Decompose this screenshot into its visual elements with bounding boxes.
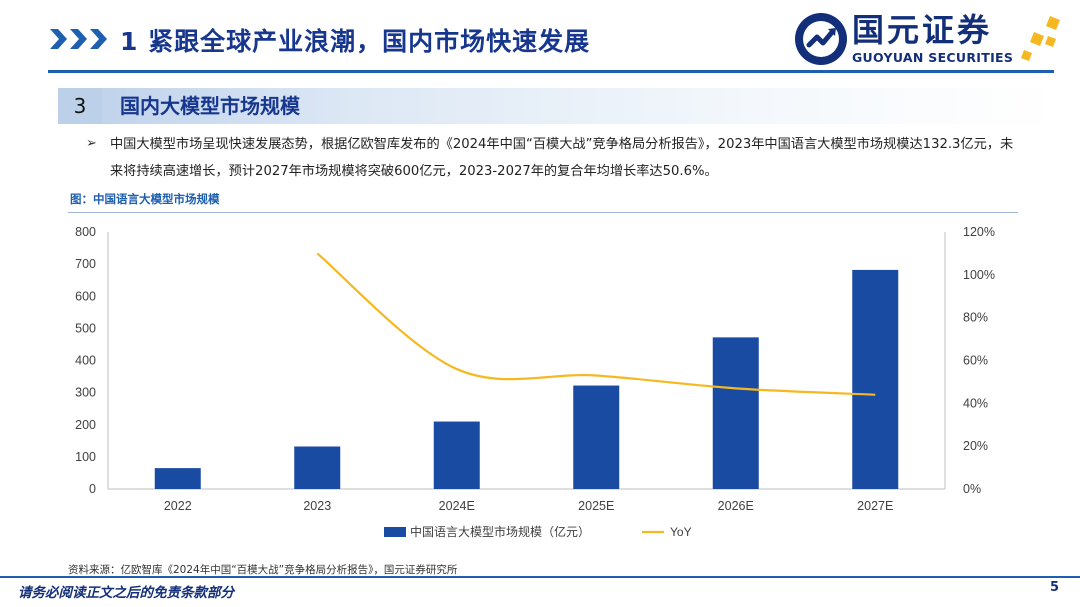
x-tick-label: 2027E xyxy=(857,499,893,513)
x-tick-label: 2025E xyxy=(578,499,614,513)
chevron-arrows-icon xyxy=(50,29,107,49)
y-right-tick-label: 120% xyxy=(963,225,995,239)
y-right-tick-label: 20% xyxy=(963,439,988,453)
y-left-tick-label: 700 xyxy=(75,257,96,271)
x-tick-label: 2023 xyxy=(303,499,331,513)
section-heading-bar xyxy=(58,88,1058,124)
header: 1 紧跟全球产业浪潮，国内市场快速发展 国元证券 GUOYUAN SECURIT… xyxy=(0,0,1080,78)
figure-title: 图：中国语言大模型市场规模 xyxy=(70,192,220,206)
bar-2025E xyxy=(573,385,620,489)
y-left-tick-label: 500 xyxy=(75,321,96,335)
y-left-tick-label: 400 xyxy=(75,354,96,368)
y-right-tick-label: 40% xyxy=(963,396,988,410)
guoyuan-logo-icon xyxy=(795,13,847,65)
legend-swatch-bar xyxy=(384,527,406,537)
legend-label-bar: 中国语言大模型市场规模（亿元） xyxy=(410,524,590,539)
logo-text-en: GUOYUAN SECURITIES xyxy=(852,50,1014,65)
section-number: 3 xyxy=(58,88,102,124)
bar-2026E xyxy=(712,337,759,489)
bar-2027E xyxy=(852,269,899,489)
y-right-tick-label: 100% xyxy=(963,268,995,282)
bar-2024E xyxy=(433,421,480,489)
x-tick-label: 2024E xyxy=(439,499,475,513)
footer-divider xyxy=(0,576,1080,578)
y-left-tick-label: 600 xyxy=(75,289,96,303)
y-right-tick-label: 80% xyxy=(963,311,988,325)
x-tick-label: 2022 xyxy=(164,499,192,513)
x-tick-label: 2026E xyxy=(718,499,754,513)
bar-2022 xyxy=(154,468,201,489)
yoy-line xyxy=(316,252,876,396)
bullet-arrow-icon: ➢ xyxy=(86,136,97,151)
bullet-paragraph: 中国大模型市场呈现快速发展态势，根据亿欧智库发布的《2024年中国“百模大战”竞… xyxy=(110,137,1014,179)
section-title: 国内大模型市场规模 xyxy=(120,94,300,118)
logo-text-cn: 国元证券 xyxy=(852,11,993,49)
y-right-tick-label: 0% xyxy=(963,482,981,496)
market-size-chart: 0 100 200 300 400 500 600 700 800 0% 20% 40% 60% 80% 1… xyxy=(75,225,995,539)
y-right-tick-label: 60% xyxy=(963,354,988,368)
page-title: 1 紧跟全球产业浪潮，国内市场快速发展 xyxy=(120,27,591,56)
y-left-tick-label: 200 xyxy=(75,418,96,432)
page-number: 5 xyxy=(1050,580,1060,595)
disclaimer-text: 请务必阅读正文之后的免责条款部分 xyxy=(18,585,234,601)
legend-label-line: YoY xyxy=(670,525,692,539)
decorative-squares-icon xyxy=(1021,16,1060,61)
header-divider xyxy=(48,70,1054,73)
y-left-tick-label: 0 xyxy=(89,482,96,496)
y-left-tick-label: 100 xyxy=(75,450,96,464)
y-left-tick-label: 800 xyxy=(75,225,96,239)
y-left-tick-label: 300 xyxy=(75,386,96,400)
figure-title-divider xyxy=(68,212,1018,213)
bar-2023 xyxy=(294,446,341,489)
source-note: 资料来源：亿欧智库《2024年中国“百模大战”竞争格局分析报告》，国元证券研究所 xyxy=(68,564,458,576)
